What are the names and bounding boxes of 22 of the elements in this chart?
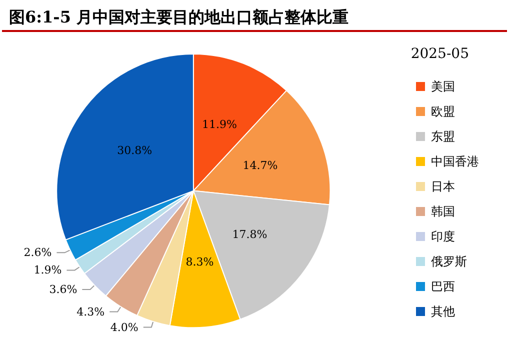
- legend-label: 俄罗斯: [431, 254, 467, 268]
- data-label: 2.6%: [24, 246, 52, 260]
- data-label: 14.7%: [242, 159, 278, 172]
- data-label: 8.3%: [186, 255, 214, 268]
- data-label: 3.6%: [49, 282, 78, 296]
- legend-label: 日本: [431, 180, 455, 194]
- data-label: 11.9%: [202, 118, 237, 131]
- legend-label: 中国香港: [431, 154, 479, 168]
- data-label: 4.0%: [110, 320, 138, 334]
- legend-label: 其他: [431, 304, 455, 318]
- data-label: 4.3%: [76, 305, 105, 318]
- data-label: 1.9%: [34, 264, 62, 277]
- data-label: 30.8%: [117, 144, 152, 157]
- legend-label: 欧盟: [431, 104, 455, 118]
- legend-label: 印度: [431, 230, 455, 244]
- legend-label: 东盟: [431, 130, 455, 144]
- chart-title: 图6:1-5 月中国对主要目的地出口额占整体比重: [9, 8, 349, 26]
- legend-title: 2025-05: [410, 46, 470, 62]
- legend-label: 韩国: [431, 204, 455, 218]
- legend-label: 美国: [431, 80, 455, 94]
- data-label: 17.8%: [232, 228, 268, 242]
- legend-label: 巴西: [431, 280, 455, 294]
